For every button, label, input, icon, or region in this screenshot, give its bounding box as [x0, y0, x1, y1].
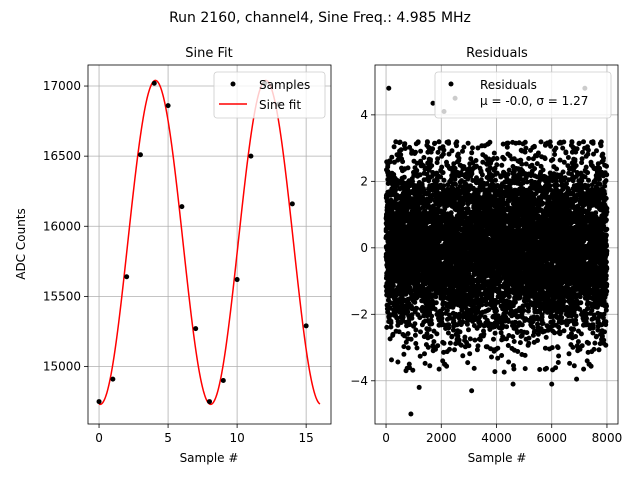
x-tick-label: 15	[299, 431, 314, 445]
y-axis-label: ADC Counts	[14, 208, 28, 280]
y-tick-label: 4	[360, 108, 368, 122]
axes-frame	[87, 64, 332, 425]
legend: Samples Sine fit	[213, 71, 326, 119]
x-axis: 0 2000 4000 6000 8000	[382, 424, 622, 445]
legend-frame	[434, 71, 612, 119]
residual-outlier-point	[386, 85, 392, 91]
legend-label-residuals: Residuals	[480, 78, 537, 92]
sample-point	[303, 323, 309, 329]
x-axis-label: Sample #	[180, 451, 239, 465]
legend-label-sine-fit: Sine fit	[259, 98, 301, 112]
sample-point	[289, 201, 295, 207]
legend: Residuals μ = -0.0, σ = 1.27	[434, 71, 612, 119]
y-tick-label: 17000	[43, 79, 81, 93]
sample-point	[151, 80, 157, 86]
sample-point	[96, 399, 102, 405]
residual-outlier-point	[408, 411, 414, 417]
legend-label-samples: Samples	[259, 78, 310, 92]
sample-point	[124, 274, 130, 280]
chart-title: Sine Fit	[185, 46, 232, 61]
chart-title: Residuals	[466, 46, 528, 61]
x-tick-label: 8000	[592, 431, 623, 445]
sample-point	[137, 152, 143, 158]
residual-outlier-point	[549, 381, 555, 387]
residual-outlier-point	[430, 100, 436, 106]
y-axis: 15000 15500 16000 16500 17000	[43, 79, 88, 374]
sample-point	[207, 399, 212, 405]
residual-outlier-point	[469, 388, 475, 394]
residual-outlier-point	[416, 384, 422, 390]
y-tick-label: 0	[360, 241, 368, 255]
x-tick-label: 4000	[481, 431, 512, 445]
residual-outlier-point	[574, 376, 580, 382]
sample-point	[248, 153, 254, 159]
x-axis: 0 5 10 15	[95, 424, 314, 445]
y-tick-label: 2	[360, 174, 368, 188]
legend-label-stats: μ = -0.0, σ = 1.27	[480, 94, 588, 108]
sample-point	[179, 204, 185, 210]
sine-fit-chart: Sine Fit 0 5 10 15 15000 15500 16000 16500 1700…	[14, 46, 332, 465]
y-tick-label: 15500	[43, 289, 81, 303]
x-tick-label: 0	[95, 431, 103, 445]
residuals-chart: Residuals 0 2000 4000 6000 8000 −4 −2 0 2 4 Samp…	[350, 46, 622, 465]
x-tick-label: 6000	[536, 431, 567, 445]
y-axis: −4 −2 0 2 4	[350, 108, 375, 388]
x-tick-label: 0	[382, 431, 390, 445]
sample-point	[193, 326, 199, 332]
x-tick-label: 5	[164, 431, 172, 445]
residual-points	[383, 139, 610, 375]
x-tick-label: 2000	[426, 431, 457, 445]
x-axis-label: Sample #	[468, 451, 527, 465]
y-tick-label: 16500	[43, 149, 81, 163]
sample-point	[234, 277, 240, 283]
legend-marker-samples	[230, 81, 236, 87]
legend-frame	[213, 71, 326, 119]
y-tick-label: 16000	[43, 219, 81, 233]
sample-point	[110, 376, 116, 382]
sample-point	[220, 378, 226, 384]
legend-marker-residuals	[448, 81, 454, 87]
y-tick-label: −2	[350, 307, 368, 321]
x-tick-label: 10	[229, 431, 244, 445]
y-tick-label: 15000	[43, 360, 81, 374]
figure-suptitle: Run 2160, channel4, Sine Freq.: 4.985 MH…	[169, 10, 471, 26]
y-tick-label: −4	[350, 374, 368, 388]
residual-outlier-point	[510, 381, 516, 387]
sample-point	[165, 103, 171, 109]
